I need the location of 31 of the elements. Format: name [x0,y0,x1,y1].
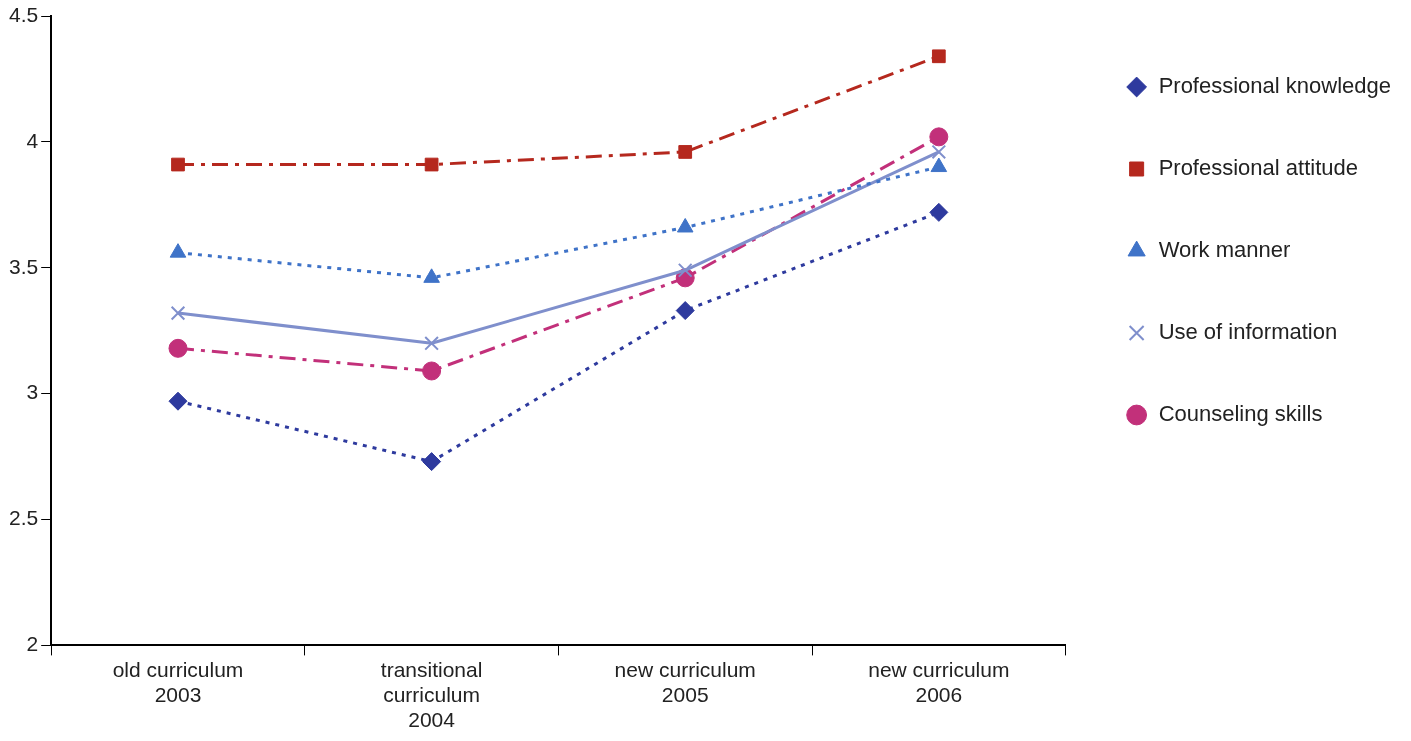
point [422,452,442,472]
legend-label: Professional attitude [1158,155,1358,181]
legend-label: Use of information [1158,319,1338,345]
point [931,144,947,160]
point [424,157,439,172]
point [678,145,693,159]
x-tick-label: new curriculum 2006 [868,657,1010,706]
point [929,202,949,222]
y-tick-label: 4.5 [8,2,39,26]
point [675,301,695,321]
point [422,361,442,381]
point [424,335,439,351]
legend-label: Work manner [1158,237,1291,263]
y-tick-label: 2 [26,632,39,656]
y-tick-label: 4 [26,128,39,152]
point [170,305,186,321]
point [930,157,948,173]
legend-label: Professional knowledge [1158,73,1392,99]
y-tick-label: 2.5 [8,506,39,530]
x-tick-label: old curriculum 2003 [112,657,244,706]
point [677,262,693,278]
x-tick-label: new curriculum 2005 [614,657,756,706]
y-tick-label: 3 [26,380,39,404]
point [171,157,185,172]
point [929,127,949,147]
point [931,49,946,64]
point [168,338,188,358]
y-tick-label: 3.5 [8,254,39,278]
legend-label: Counseling skills [1158,401,1323,427]
x-tick-label: transitional curriculum 2004 [380,657,483,732]
point [168,391,188,411]
